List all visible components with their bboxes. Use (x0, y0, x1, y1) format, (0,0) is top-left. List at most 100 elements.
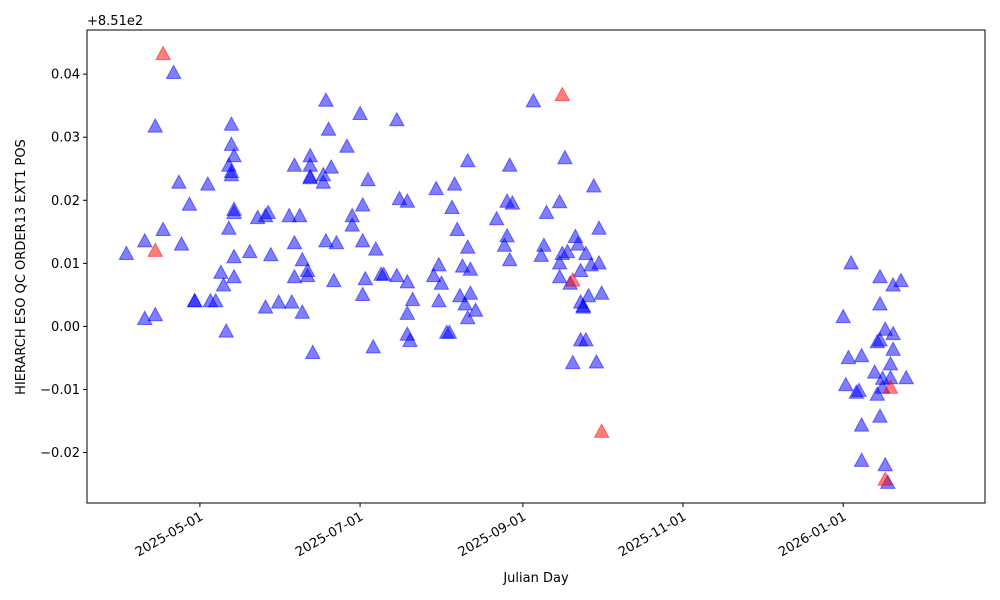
data-point (270, 293, 287, 309)
data-point (223, 163, 240, 178)
data-point (155, 221, 172, 236)
data-point (354, 232, 371, 248)
data-point (294, 251, 311, 267)
data-point (885, 325, 902, 341)
data-point (218, 322, 235, 338)
outlier-point (155, 45, 172, 61)
points-layer (118, 45, 915, 489)
data-point (283, 293, 300, 309)
y-tick-label: 0.01 (51, 257, 80, 272)
data-point (281, 207, 298, 223)
data-point (338, 138, 355, 153)
data-point (328, 234, 345, 250)
data-point (853, 347, 870, 363)
data-point (459, 309, 476, 325)
data-point (877, 456, 894, 472)
data-point (317, 92, 334, 107)
data-point (136, 232, 153, 248)
data-point (551, 254, 568, 270)
data-point (564, 354, 581, 370)
outlier-point (877, 471, 894, 486)
data-point (354, 196, 371, 212)
data-point (286, 157, 303, 172)
data-point (226, 268, 243, 284)
y-tick-label: −0.02 (40, 446, 80, 461)
data-point (226, 248, 243, 264)
y-tick-label: 0.02 (51, 194, 80, 209)
data-point (499, 227, 516, 243)
data-point (575, 297, 592, 313)
x-tick-label: 2025-07-01 (293, 509, 366, 560)
data-point (226, 204, 243, 219)
data-point (551, 193, 568, 209)
data-point (462, 285, 479, 300)
data-point (165, 64, 182, 79)
data-point (843, 254, 860, 270)
data-point (401, 332, 418, 347)
y-axis-label: HIERARCH ESO QC ORDER13 EXT1 POS (14, 139, 29, 395)
data-point (850, 382, 867, 397)
data-point (425, 267, 442, 283)
data-point (226, 147, 243, 163)
data-point (835, 308, 852, 324)
data-point (359, 171, 376, 187)
data-point (853, 416, 870, 432)
x-axis: 2025-05-01 2025-07-01 2025-09-01 2025-11-01… (133, 503, 849, 560)
data-point (320, 121, 337, 136)
data-point (304, 344, 321, 359)
data-point (454, 257, 471, 273)
data-point (525, 92, 542, 108)
data-point (488, 210, 505, 226)
data-point (220, 220, 237, 235)
outlier-point (564, 271, 581, 287)
data-point (893, 272, 909, 288)
data-point (286, 268, 303, 284)
data-point (186, 292, 203, 308)
y-offset-label: +8.51e2 (87, 14, 143, 29)
data-point (462, 261, 479, 276)
x-tick-label: 2025-11-01 (616, 509, 689, 560)
data-point (223, 136, 240, 151)
data-point (585, 177, 602, 193)
outlier-point (882, 379, 899, 394)
data-point (501, 251, 518, 267)
x-tick-label: 2025-05-01 (133, 509, 206, 560)
data-point (352, 105, 369, 120)
data-point (428, 180, 445, 196)
y-tick-label: 0.04 (51, 68, 80, 83)
data-point (367, 240, 384, 256)
data-point (501, 157, 518, 172)
data-point (877, 321, 894, 336)
data-point (399, 273, 416, 289)
data-point (591, 220, 607, 235)
data-point (262, 246, 279, 262)
data-point (181, 196, 198, 211)
data-point (871, 408, 888, 423)
data-point (294, 303, 311, 319)
data-point (551, 268, 568, 284)
data-point (866, 363, 883, 379)
data-point (538, 204, 555, 219)
data-point (399, 305, 416, 320)
data-point (446, 175, 463, 191)
x-tick-label: 2025-09-01 (456, 509, 529, 560)
data-point (457, 295, 474, 311)
data-point (496, 237, 513, 252)
data-point (299, 267, 316, 283)
data-point (580, 287, 597, 303)
data-point (593, 285, 610, 300)
y-tick-label: 0.03 (51, 131, 80, 146)
data-point (570, 235, 586, 251)
data-point (433, 274, 450, 290)
plot-area (86, 29, 986, 504)
data-point (357, 270, 374, 286)
data-point (315, 174, 332, 189)
y-axis: −0.02 −0.01 0.00 0.01 0.02 0.03 0.04 (40, 68, 87, 461)
outlier-point (593, 423, 610, 438)
data-point (559, 243, 576, 259)
data-point (257, 298, 274, 314)
y-tick-label: −0.01 (40, 383, 80, 398)
data-point (577, 331, 594, 347)
data-point (898, 369, 915, 385)
data-point (871, 295, 888, 311)
